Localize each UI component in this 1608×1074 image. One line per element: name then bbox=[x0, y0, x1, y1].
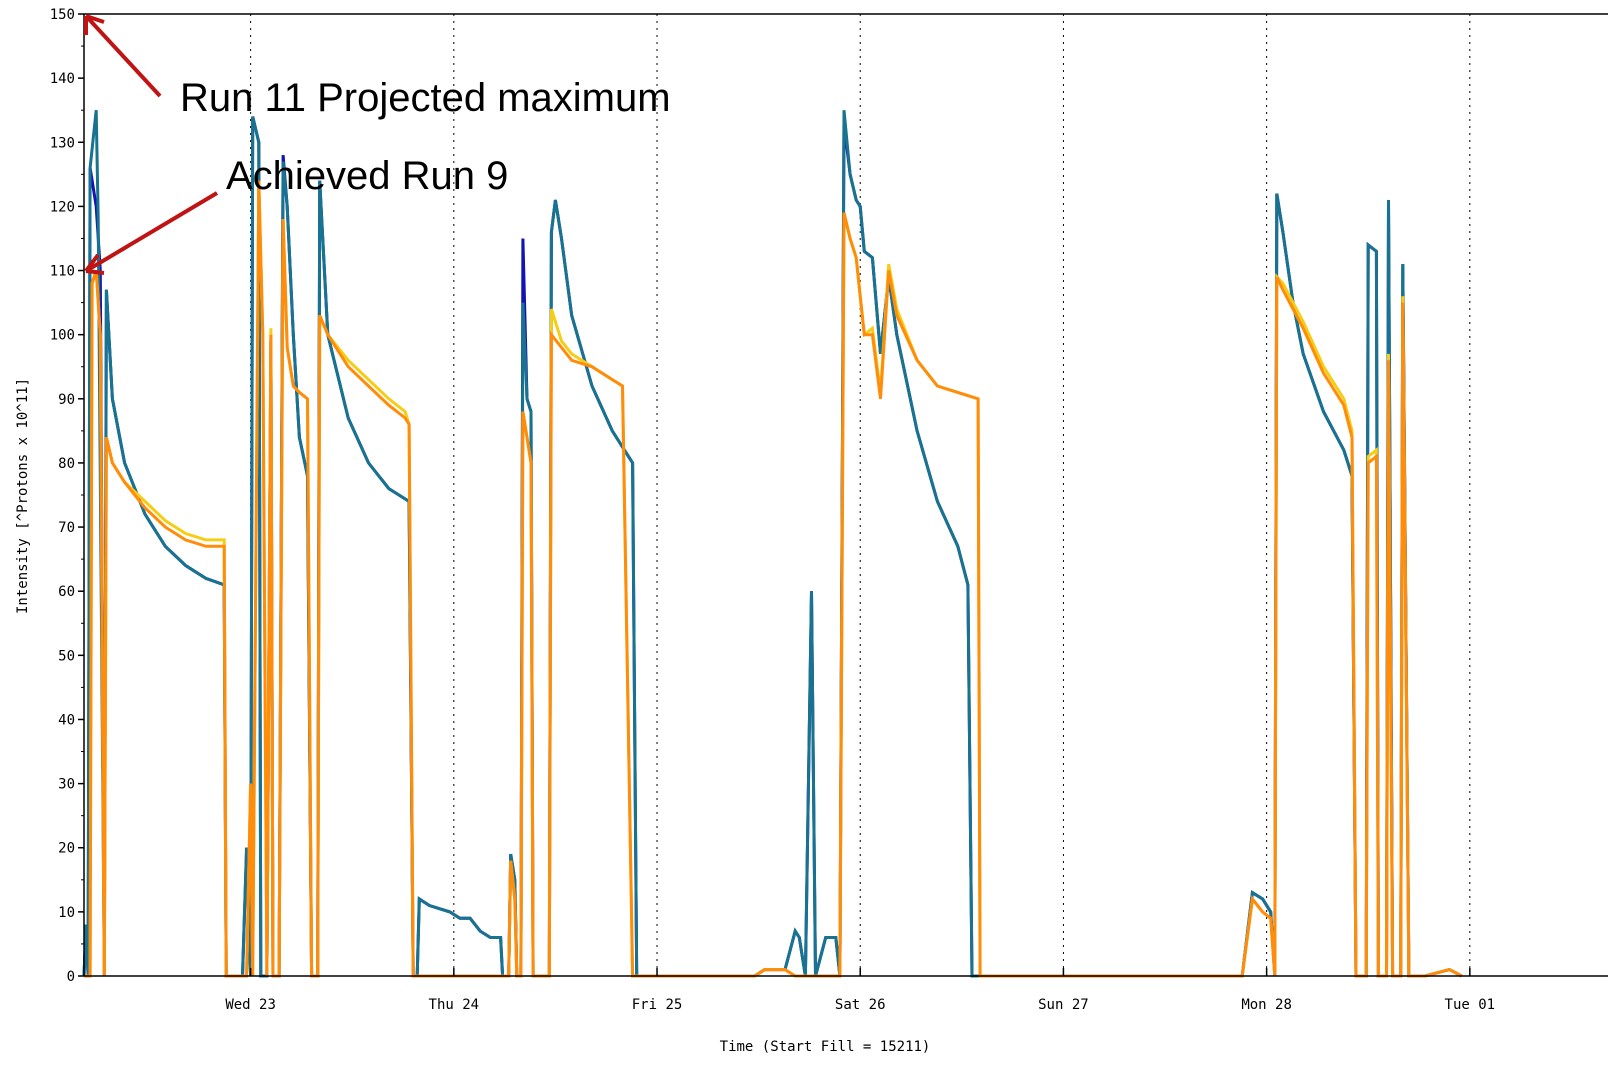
y-tick-label: 90 bbox=[58, 392, 75, 408]
annotation-arrow-achieved bbox=[84, 191, 219, 273]
series-line-1 bbox=[82, 110, 1463, 978]
annotation-arrowhead-projected bbox=[84, 14, 105, 35]
x-tick-label: Thu 24 bbox=[429, 997, 480, 1013]
y-tick-label: 80 bbox=[58, 456, 75, 472]
annotation-achieved-run9: Achieved Run 9 bbox=[226, 154, 508, 198]
x-tick-label: Wed 23 bbox=[225, 997, 276, 1013]
y-ticks: 0 10 20 30 40 50 60 70 80 90 100 110 120 130 140 150 bbox=[50, 7, 84, 985]
y-tick-label: 10 bbox=[58, 905, 75, 921]
series-line-0 bbox=[82, 116, 1463, 978]
y-tick-label: 140 bbox=[50, 71, 75, 87]
annotation-projected-maximum: Run 11 Projected maximum bbox=[180, 76, 671, 120]
y-tick-label: 60 bbox=[58, 584, 75, 600]
y-tick-label: 100 bbox=[50, 328, 75, 344]
y-tick-label: 30 bbox=[58, 777, 75, 793]
y-tick-label: 0 bbox=[67, 969, 75, 985]
y-tick-label: 70 bbox=[58, 520, 75, 536]
x-tick-label: Sat 26 bbox=[835, 997, 886, 1013]
y-tick-label: 120 bbox=[50, 199, 75, 215]
y-tick-label: 150 bbox=[50, 7, 75, 23]
x-tick-label: Mon 28 bbox=[1241, 997, 1292, 1013]
y-tick-label: 110 bbox=[50, 264, 75, 280]
annotation-arrowhead-achieved bbox=[84, 253, 105, 275]
x-tick-label: Fri 25 bbox=[632, 997, 683, 1013]
y-tick-label: 50 bbox=[58, 648, 75, 664]
series-group bbox=[82, 110, 1463, 978]
y-tick-label: 40 bbox=[58, 712, 75, 728]
y-tick-label: 20 bbox=[58, 841, 75, 857]
x-axis-title: Time (Start Fill = 15211) bbox=[720, 1039, 931, 1055]
y-tick-label: 130 bbox=[50, 135, 75, 151]
annotation-arrow-projected bbox=[84, 14, 162, 98]
x-tick-label: Tue 01 bbox=[1445, 997, 1496, 1013]
y-axis-title: Intensity [^Protons x 10^11] bbox=[15, 378, 31, 614]
x-ticks: Wed 23 Thu 24 Fri 25 Sat 26 Sun 27 Mon 28 Tue … bbox=[225, 968, 1495, 1013]
annotations: Run 11 Projected maximum Achieved Run 9 bbox=[84, 14, 671, 275]
x-tick-label: Sun 27 bbox=[1038, 997, 1089, 1013]
